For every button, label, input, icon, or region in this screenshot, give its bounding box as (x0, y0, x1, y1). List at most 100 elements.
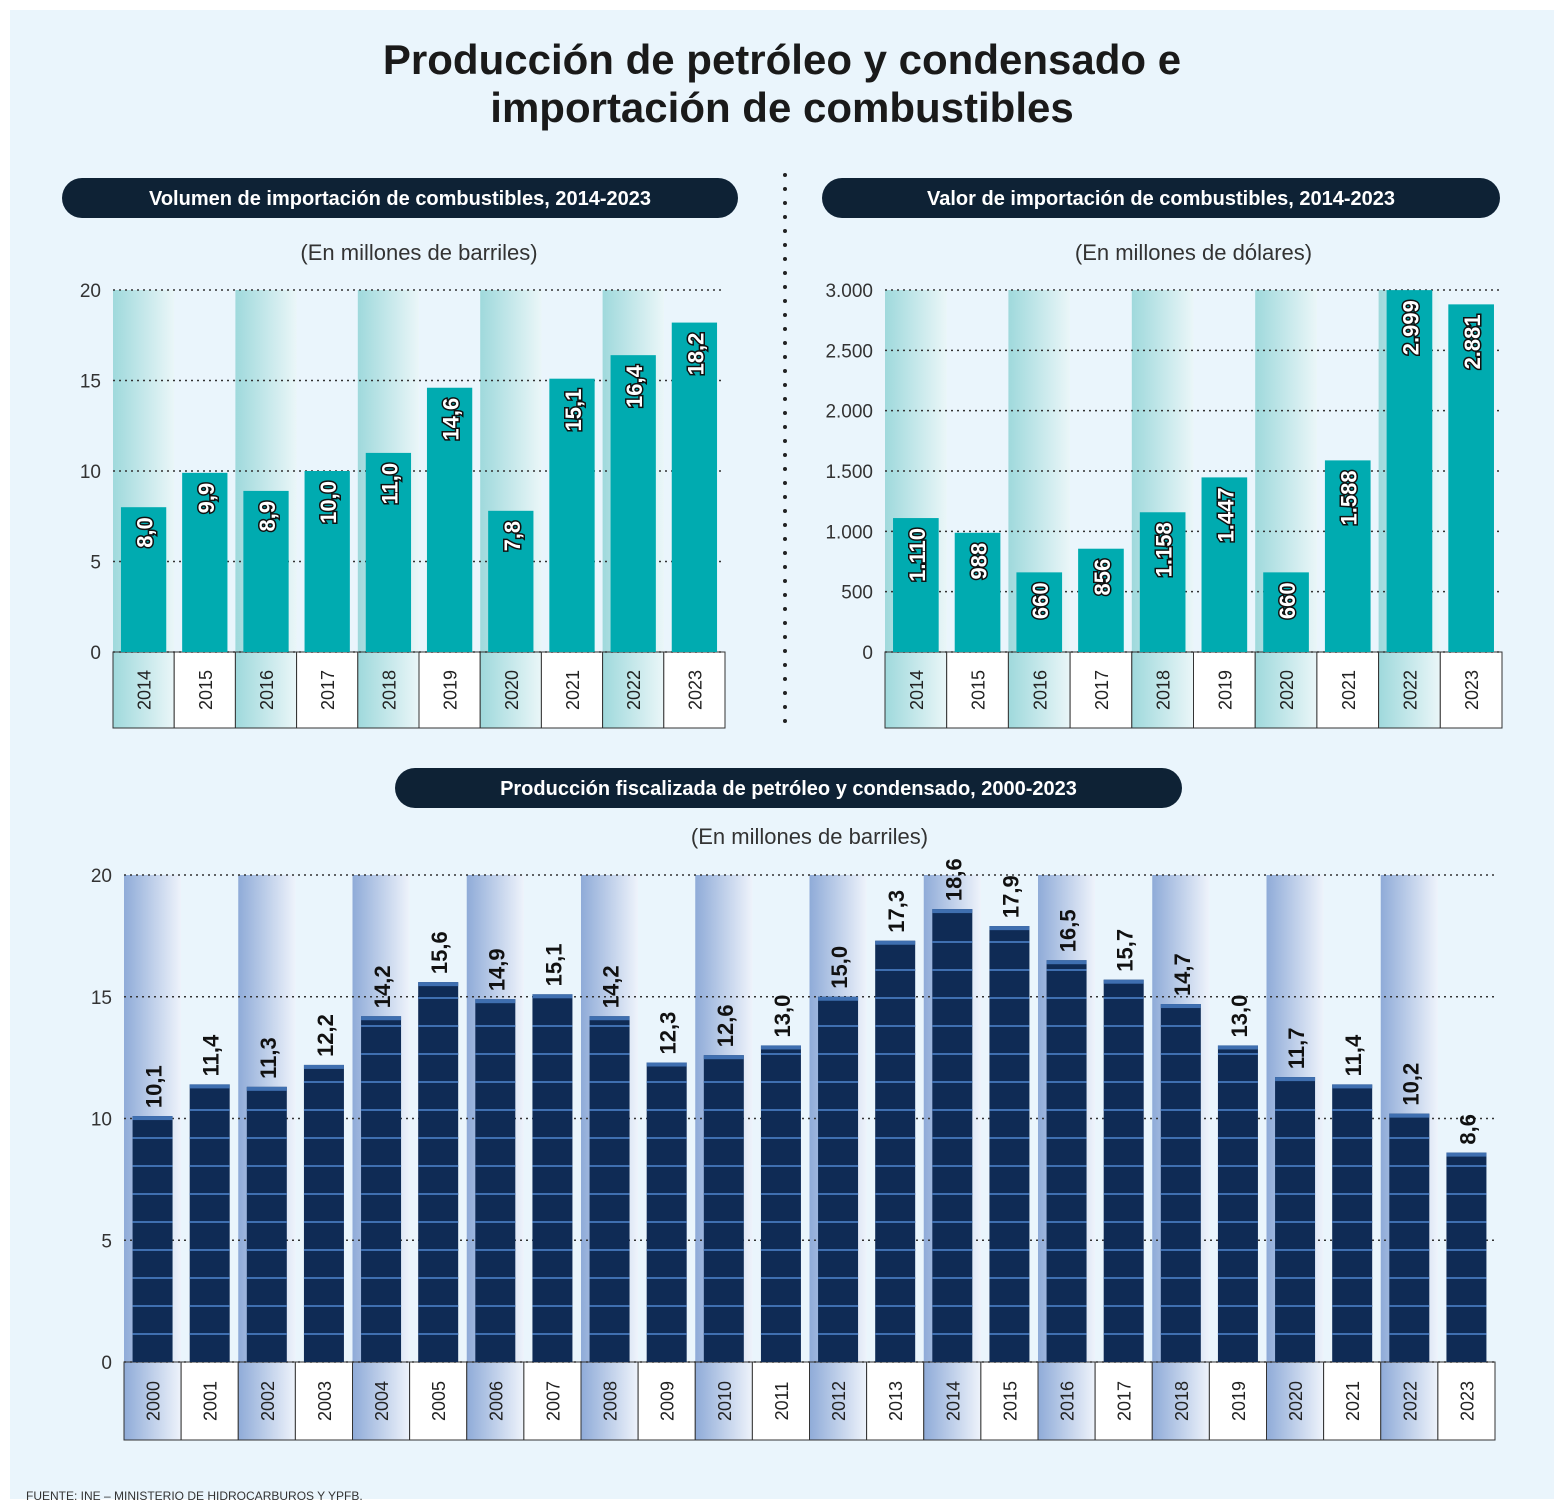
bar (1275, 1077, 1316, 1362)
bar (703, 1055, 744, 1362)
barrel-top (361, 1016, 402, 1021)
bar (1386, 290, 1433, 652)
value-label: 10,0 (316, 481, 341, 524)
x-tick-label: 2018 (1154, 670, 1174, 710)
value-label: 16,5 (1056, 909, 1081, 952)
bar (610, 355, 656, 652)
bar (646, 1062, 687, 1362)
barrel-top (932, 909, 973, 914)
category-cell (1437, 1361, 1496, 1441)
category-cell (1266, 1361, 1325, 1441)
x-tick-label: 2021 (1343, 1381, 1363, 1421)
category-cell (751, 1361, 810, 1441)
value-label: 18,2 (683, 333, 708, 376)
chart-subtitle: (En millones de barriles) (691, 824, 928, 849)
category-cell (1254, 651, 1318, 729)
bar (1446, 1152, 1487, 1362)
main-title: Producción de petróleo y condensado e im… (382, 36, 1182, 131)
category-cell (694, 1361, 753, 1441)
bar (875, 940, 916, 1362)
value-label: 18,6 (941, 858, 966, 901)
bar (365, 452, 412, 652)
bar (989, 926, 1030, 1362)
category-cell (1316, 651, 1380, 729)
x-tick-label: 2011 (772, 1382, 792, 1421)
x-tick-label: 2023 (685, 670, 705, 710)
x-tick-label: 2022 (624, 670, 644, 710)
x-tick-label: 2017 (1115, 1381, 1135, 1421)
bar (426, 387, 473, 652)
x-tick-label: 2020 (1286, 1381, 1306, 1421)
bar (1078, 548, 1124, 652)
barrel-top (532, 994, 573, 999)
value-label: 15,7 (1113, 929, 1138, 972)
value-label: 1.158 (1152, 522, 1177, 577)
value-label: 14,6 (439, 398, 464, 441)
value-label: 1.110 (905, 528, 930, 582)
x-tick-label: 2006 (486, 1381, 506, 1421)
category-cell (663, 651, 726, 729)
x-tick-label: 2007 (543, 1381, 563, 1421)
y-tick-label: 0 (862, 643, 873, 664)
bar (1046, 960, 1087, 1362)
source: FUENTE: INE – MINISTERIO DE HIDROCARBURO… (26, 1489, 363, 1503)
bar (1016, 572, 1063, 652)
value-label: 11,4 (1341, 1034, 1366, 1076)
value-label: 2.999 (1398, 300, 1423, 355)
x-tick-label: 2015 (969, 670, 989, 710)
value-label: 7,8 (500, 521, 525, 552)
category-cell (923, 1361, 982, 1441)
x-tick-label: 2008 (601, 1381, 621, 1421)
x-tick-label: 2023 (1457, 1381, 1477, 1421)
category-cell (466, 1361, 525, 1441)
chart-title-pill (62, 178, 738, 218)
value-label: 10,1 (142, 1065, 167, 1108)
bar (1201, 477, 1248, 652)
barrel-top (646, 1062, 687, 1067)
barrel-top (1275, 1077, 1316, 1082)
y-tick-label: 2.000 (825, 402, 873, 423)
y-tick-label: 1.000 (825, 522, 873, 543)
category-cell (1378, 651, 1441, 729)
x-tick-label: 2014 (943, 1381, 963, 1421)
bar (303, 1064, 344, 1362)
value-label: 8,9 (255, 501, 280, 532)
value-label: 11,3 (256, 1037, 281, 1079)
x-tick-label: 2017 (1092, 670, 1112, 710)
bar (1160, 1004, 1201, 1362)
chart-subtitle: (En millones de barriles) (300, 240, 537, 265)
x-tick-label: 2020 (1277, 670, 1297, 710)
x-tick-label: 2012 (829, 1381, 849, 1421)
barrel-top (475, 999, 516, 1004)
y-tick-label: 10 (91, 1110, 112, 1131)
x-tick-label: 2000 (144, 1381, 164, 1421)
category-cell (357, 651, 420, 729)
category-cell (123, 1361, 182, 1441)
value-label: 14,2 (370, 965, 395, 1008)
x-tick-label: 2016 (1030, 670, 1050, 710)
value-label: 13,0 (770, 995, 795, 1038)
value-label: 16,4 (622, 364, 647, 408)
y-tick-label: 3.000 (825, 281, 873, 302)
value-label: 8,6 (1455, 1114, 1480, 1145)
value-label: 660 (1275, 582, 1300, 619)
value-label: 11,7 (1284, 1027, 1309, 1069)
x-tick-label: 2003 (315, 1381, 335, 1421)
x-tick-label: 2019 (1229, 1381, 1249, 1421)
x-tick-label: 2010 (715, 1381, 735, 1421)
value-label: 14,7 (1170, 953, 1195, 996)
x-tick-label: 2004 (372, 1381, 392, 1421)
barrel-top (589, 1016, 630, 1021)
barrel-top (418, 982, 459, 987)
x-tick-label: 2021 (563, 670, 583, 710)
y-tick-label: 15 (91, 988, 112, 1009)
barrel-top (760, 1045, 801, 1050)
barrel-top (1103, 979, 1144, 984)
chart-title: Volumen de importación de combustibles, … (149, 188, 651, 210)
x-tick-label: 2009 (658, 1381, 678, 1421)
bar (1217, 1045, 1258, 1362)
category-cell (1007, 651, 1071, 729)
value-label: 15,0 (827, 946, 852, 989)
bar (243, 490, 289, 652)
